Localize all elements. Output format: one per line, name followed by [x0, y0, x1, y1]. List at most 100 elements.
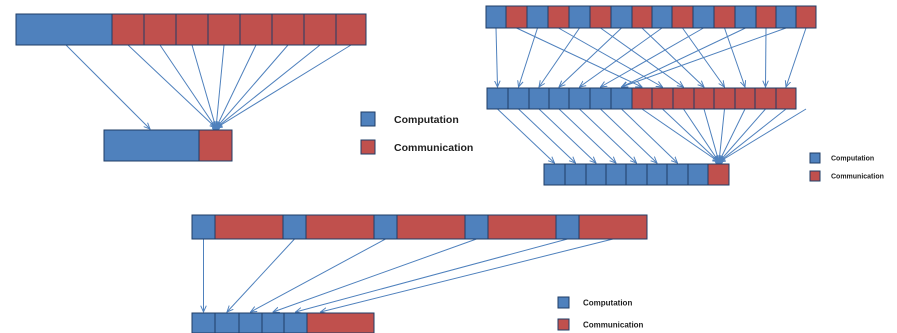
arrow	[703, 108, 719, 162]
diagram-2-legend-label-computation: Computation	[831, 156, 874, 163]
diagram-2-middle-block-communication	[713, 87, 736, 110]
arrow	[580, 27, 663, 87]
arrow	[766, 27, 767, 87]
diagram-3-target-block-computation	[214, 312, 240, 333]
arrow	[600, 108, 658, 163]
diagram-2-source-block-computation	[651, 5, 673, 29]
arrow	[518, 108, 576, 163]
diagram-2-source-block-communication	[631, 5, 653, 29]
diagram-2-target-block-computation	[605, 163, 627, 186]
diagram-1-legend-label-communication: Communication	[394, 142, 473, 154]
diagram-2-source-block-computation	[568, 5, 591, 29]
diagram-2-middle-block-communication	[754, 87, 777, 110]
diagram-3-source-block-computation	[464, 214, 489, 240]
diagram-3-source-block-communication	[214, 214, 284, 240]
diagram-2-source-block-communication	[547, 5, 570, 29]
diagram-2-target-block-computation	[646, 163, 668, 186]
arrow	[641, 108, 719, 162]
arrow	[622, 27, 787, 87]
diagram-2-middle-block-communication	[672, 87, 695, 110]
arrow	[622, 27, 746, 87]
arrow	[719, 108, 787, 162]
diagram-3-target-block-communication	[306, 312, 375, 333]
diagram-2-source-block-communication	[589, 5, 612, 29]
diagram-3-legend-swatch-communication	[557, 318, 570, 331]
diagram-2-source-block-computation	[526, 5, 549, 29]
diagram-2-source-block-computation	[692, 5, 715, 29]
arrow	[519, 27, 538, 87]
arrow	[786, 27, 807, 87]
diagram-1-target-block-communication	[198, 129, 233, 162]
diagram-2-source-block-computation	[734, 5, 757, 29]
diagram-3-source-block-communication	[487, 214, 557, 240]
arrows-layer	[65, 27, 807, 312]
arrow	[641, 27, 704, 87]
diagram-1-source-block-communication	[303, 13, 337, 46]
diagram-2-middle-block-computation	[528, 87, 550, 110]
diagram-3-target-block-computation	[191, 312, 216, 333]
arrow	[227, 238, 295, 312]
arrow-convergence-point	[212, 125, 220, 131]
diagram-2-middle-block-communication	[651, 87, 674, 110]
diagram-2-middle-block-communication	[631, 87, 653, 110]
arrow	[558, 108, 616, 163]
diagram-3-source-block-computation	[555, 214, 580, 240]
diagram-2-legend-swatch-computation	[809, 152, 821, 164]
arrow	[579, 108, 637, 163]
diagram-1-source-block-communication	[175, 13, 209, 46]
diagram-1-source-block-communication	[239, 13, 273, 46]
diagram-2-target-block-computation	[666, 163, 689, 186]
diagram-2-source-block-computation	[775, 5, 797, 29]
diagram-3-source-block-computation	[373, 214, 398, 240]
diagram-1-source-block-computation	[15, 13, 113, 46]
diagram-3-target-block-computation	[283, 312, 308, 333]
diagram-2-source-block-communication	[713, 5, 736, 29]
diagram-3-source-block-computation	[191, 214, 216, 240]
arrow	[719, 108, 807, 162]
arrow	[497, 108, 555, 163]
arrow	[65, 44, 150, 129]
diagram-1-legend-label-computation: Computation	[394, 114, 459, 126]
arrow	[621, 108, 678, 163]
diagram-2-target-block-computation	[625, 163, 648, 186]
arrow	[321, 238, 614, 312]
arrow	[662, 108, 720, 162]
diagram-2-source-block-communication	[671, 5, 694, 29]
arrow	[719, 108, 766, 162]
arrow	[216, 44, 352, 128]
diagram-2-target-block-computation	[564, 163, 587, 186]
arrow	[273, 238, 477, 312]
diagram-2-target-block-computation	[687, 163, 709, 186]
arrow	[127, 44, 216, 128]
arrow	[559, 27, 622, 87]
diagram-2-target-block-communication	[707, 163, 730, 186]
diagram-2-legend-swatch-communication	[809, 170, 821, 182]
arrow	[719, 108, 725, 162]
diagram-2-legend-label-communication: Communication	[831, 174, 884, 181]
arrow	[539, 27, 580, 87]
diagram-2-middle-block-computation	[548, 87, 570, 110]
arrow	[159, 44, 216, 128]
arrow	[683, 108, 720, 162]
diagram-2-middle-block-communication	[693, 87, 715, 110]
diagram-3-source-block-communication	[305, 214, 375, 240]
diagram-2-source-block-communication	[505, 5, 528, 29]
diagram-2-source-block-communication	[795, 5, 817, 29]
diagram-3-legend-label-computation: Computation	[583, 298, 632, 307]
arrow	[600, 27, 684, 87]
arrow	[538, 108, 596, 163]
diagram-2-target-block-computation	[585, 163, 607, 186]
diagram-2-middle-block-communication	[775, 87, 797, 110]
arrow	[601, 27, 704, 87]
arrow	[496, 27, 498, 87]
diagram-2-middle-block-computation	[507, 87, 530, 110]
arrow	[191, 44, 216, 128]
diagram-1-source-block-communication	[207, 13, 241, 46]
diagram-2-source-block-communication	[755, 5, 777, 29]
arrow	[216, 44, 289, 128]
arrow	[296, 238, 568, 312]
arrow	[251, 238, 386, 312]
diagram-3-target-block-computation	[238, 312, 263, 333]
diagram-1-target-block-computation	[103, 129, 200, 162]
